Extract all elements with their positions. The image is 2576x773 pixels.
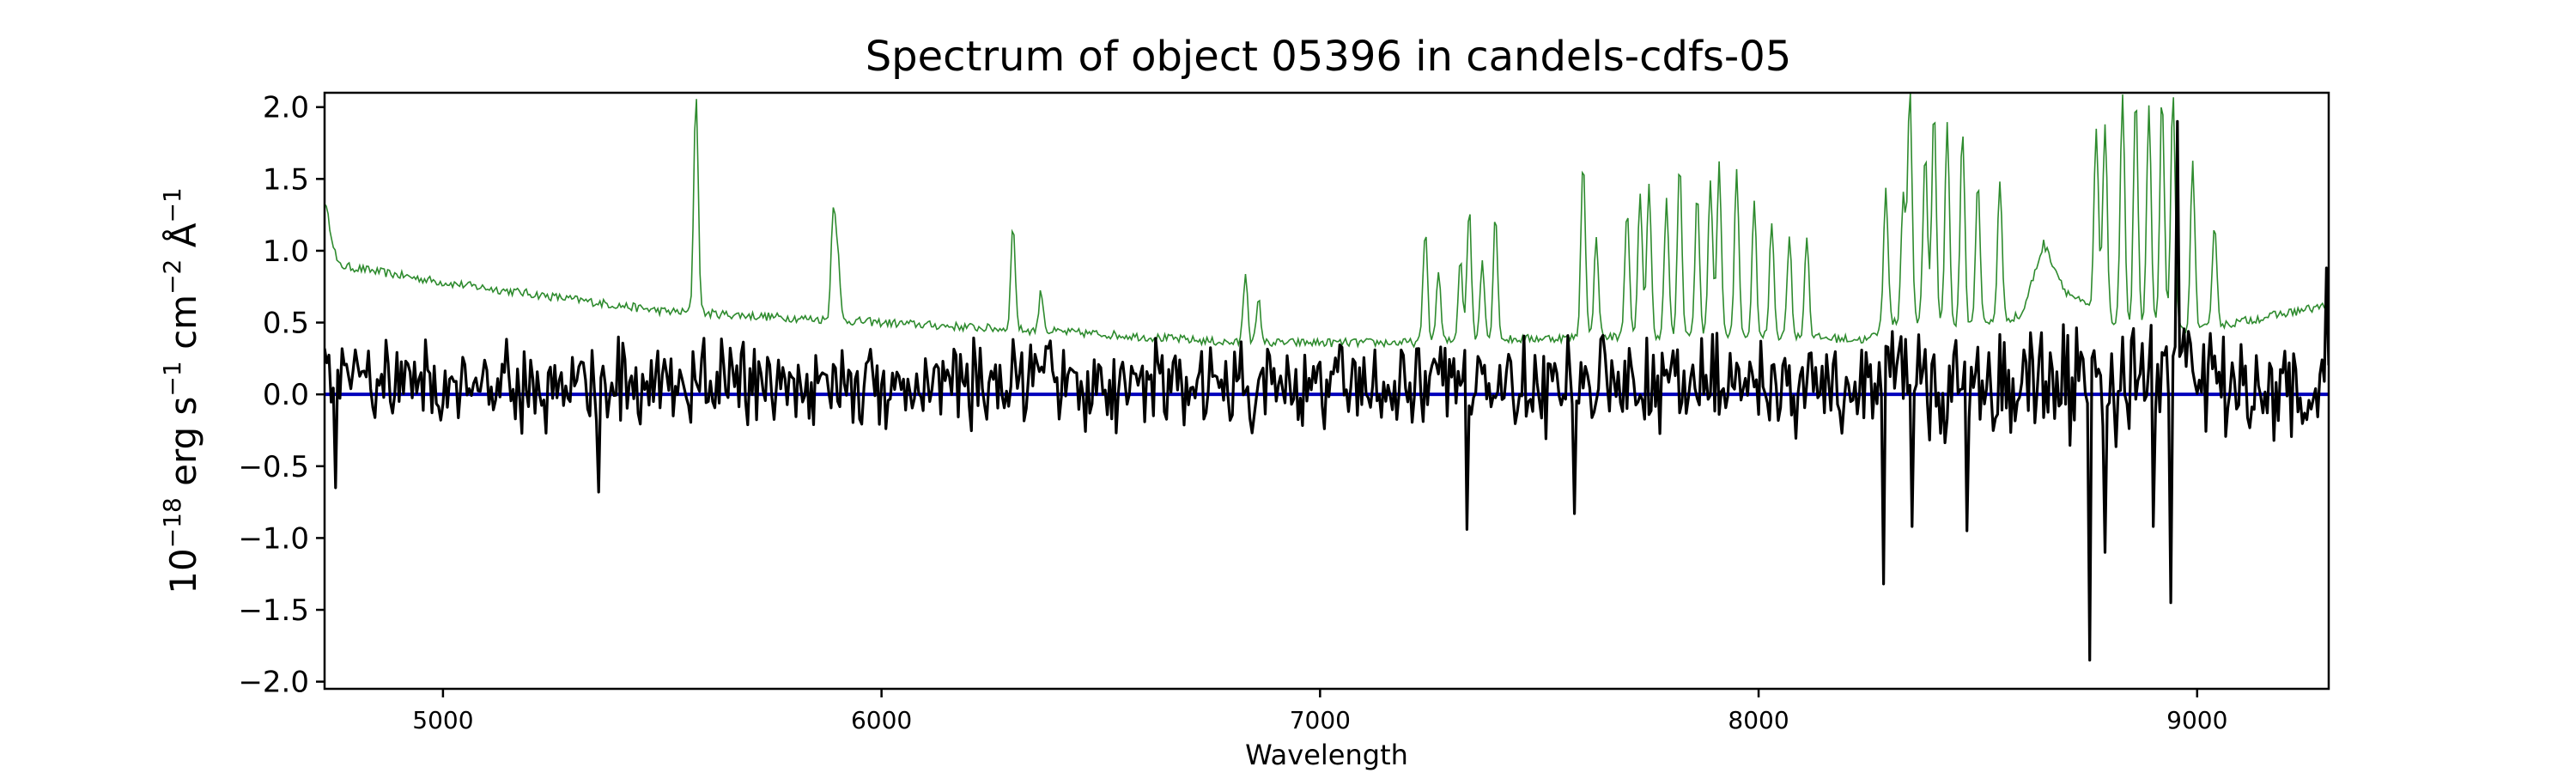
y-tick-label: 0.5 xyxy=(263,307,309,341)
y-tick-label: −1.0 xyxy=(238,521,309,556)
error-spectrum-line xyxy=(325,93,2329,349)
x-tick-label: 7000 xyxy=(1290,706,1351,734)
y-tick-label: 1.0 xyxy=(263,234,309,269)
x-axis-label: Wavelength xyxy=(1245,739,1408,771)
y-tick-label: 2.0 xyxy=(263,91,309,125)
x-tick-label: 6000 xyxy=(851,706,912,734)
series-layer xyxy=(325,93,2329,662)
x-tick-label: 9000 xyxy=(2166,706,2227,734)
chart-title: Spectrum of object 05396 in candels-cdfs… xyxy=(866,33,1792,81)
y-tick-label: 1.5 xyxy=(263,162,309,197)
y-tick-label: −2.0 xyxy=(238,666,309,700)
axis-layer: 2.0 1.5 1.0 0.5 0.0 −0.5 −1.0 −1.5 −2.0 5000 6000 7… xyxy=(238,91,2227,734)
y-axis-label: 10−18 erg s−1 cm−2 Å−1 xyxy=(158,187,204,593)
y-tick-label: −0.5 xyxy=(238,450,309,484)
x-tick-label: 5000 xyxy=(412,706,473,734)
plot-frame xyxy=(323,91,2330,691)
flux-spectrum-line xyxy=(325,119,2329,662)
y-tick-label: −1.5 xyxy=(238,593,309,628)
x-tick-label: 8000 xyxy=(1728,706,1789,734)
y-tick-label: 0.0 xyxy=(263,378,309,412)
